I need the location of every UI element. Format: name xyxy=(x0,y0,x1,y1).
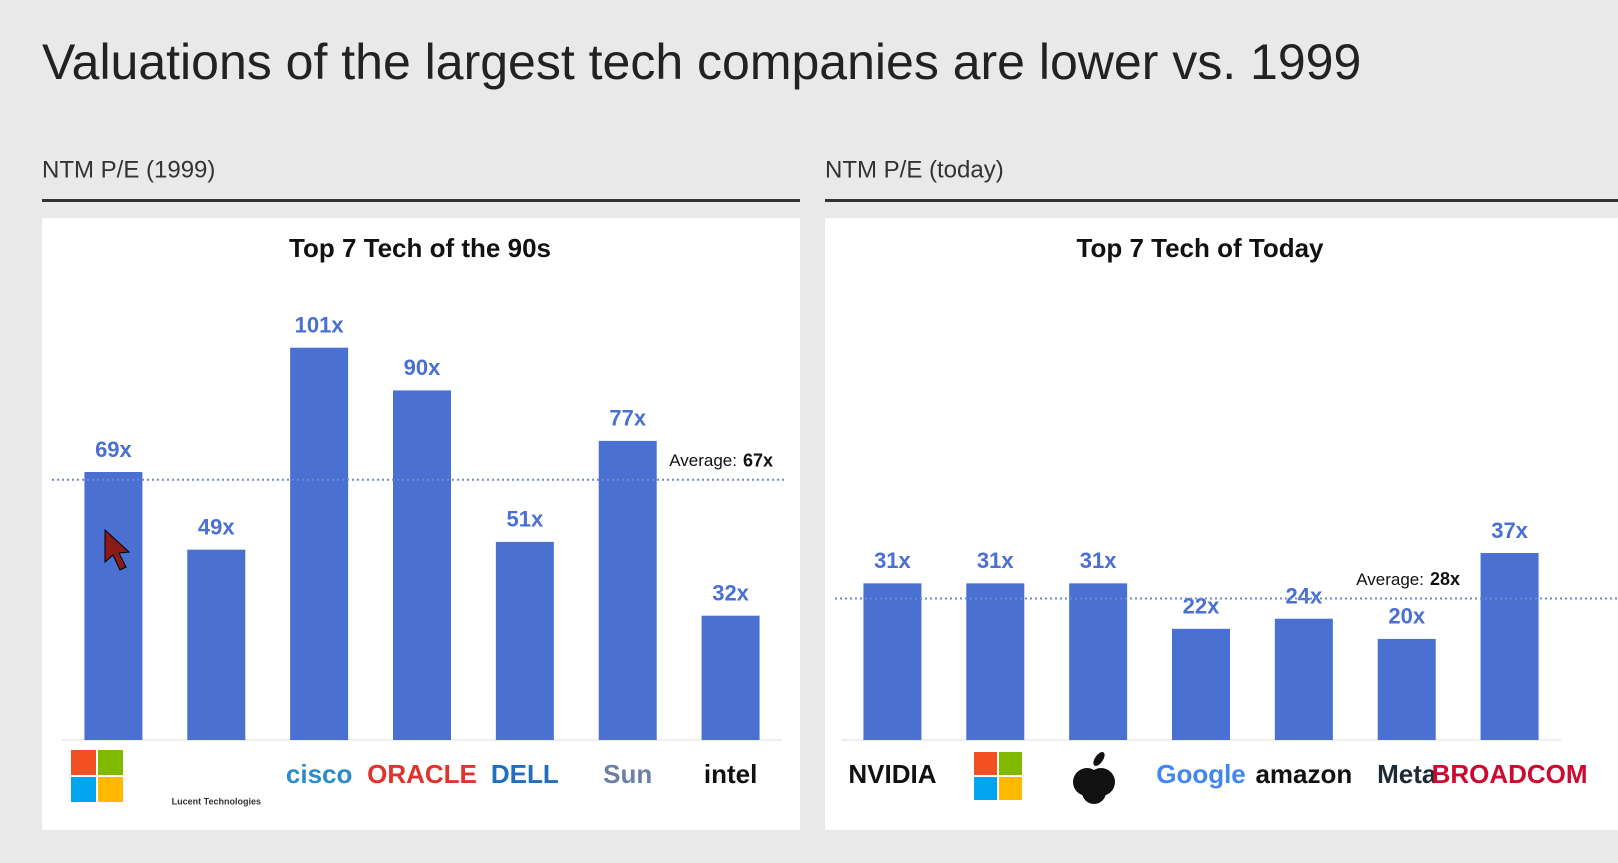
bar xyxy=(84,471,143,740)
value-label: 101x xyxy=(295,312,345,337)
average-value: 28x xyxy=(1430,569,1460,589)
value-label: 90x xyxy=(404,355,441,380)
category-logo-text: BROADCOM xyxy=(1432,759,1588,789)
category-logo-text: Meta xyxy=(1377,759,1437,789)
category-logo-text: Sun xyxy=(603,759,652,789)
bar xyxy=(863,583,922,740)
bar xyxy=(1172,628,1230,740)
category-logo-text: NVIDIA xyxy=(848,759,936,789)
category-logo-text: ORACLE xyxy=(367,759,477,789)
category-logo-text: Lucent Technologies xyxy=(172,796,261,806)
bar xyxy=(1480,553,1539,740)
bar xyxy=(701,615,760,740)
microsoft-logo xyxy=(974,752,1022,800)
value-label: 51x xyxy=(506,507,543,532)
bar xyxy=(290,347,349,740)
section-rule xyxy=(42,199,800,202)
value-label: 24x xyxy=(1285,584,1322,609)
category-logo-text: cisco xyxy=(286,759,353,789)
average-value: 67x xyxy=(743,451,773,471)
bar xyxy=(187,549,246,740)
bar xyxy=(393,390,451,740)
chart-title: Top 7 Tech of Today xyxy=(1077,233,1325,263)
value-label: 37x xyxy=(1491,518,1528,543)
cursor xyxy=(104,528,131,571)
bar xyxy=(966,583,1025,740)
section-label: NTM P/E (1999) xyxy=(42,156,215,183)
value-label: 69x xyxy=(95,437,132,462)
category-logo-text: Google xyxy=(1156,759,1246,789)
category-logo-text: intel xyxy=(704,759,757,789)
bar xyxy=(495,541,554,740)
bar xyxy=(1069,583,1128,740)
bar xyxy=(1377,638,1436,740)
section-rule xyxy=(825,199,1618,202)
category-logo-text: amazon xyxy=(1255,759,1352,789)
value-label: 22x xyxy=(1183,594,1220,619)
bar xyxy=(1274,618,1333,740)
average-text: Average: xyxy=(669,451,737,470)
value-label: 31x xyxy=(977,548,1014,573)
value-label: 77x xyxy=(609,406,646,431)
value-label: 32x xyxy=(712,581,749,606)
bar xyxy=(598,440,657,740)
value-label: 31x xyxy=(874,548,911,573)
average-text: Average: xyxy=(1356,570,1424,589)
chart-title: Top 7 Tech of the 90s xyxy=(289,233,551,263)
microsoft-logo xyxy=(71,750,123,802)
apple-logo xyxy=(1073,752,1115,804)
slide-title: Valuations of the largest tech companies… xyxy=(42,34,1361,90)
value-label: 20x xyxy=(1388,604,1425,629)
category-logo-text: DELL xyxy=(491,759,559,789)
value-label: 31x xyxy=(1080,548,1117,573)
value-label: 49x xyxy=(198,514,235,539)
section-label: NTM P/E (today) xyxy=(825,156,1004,183)
